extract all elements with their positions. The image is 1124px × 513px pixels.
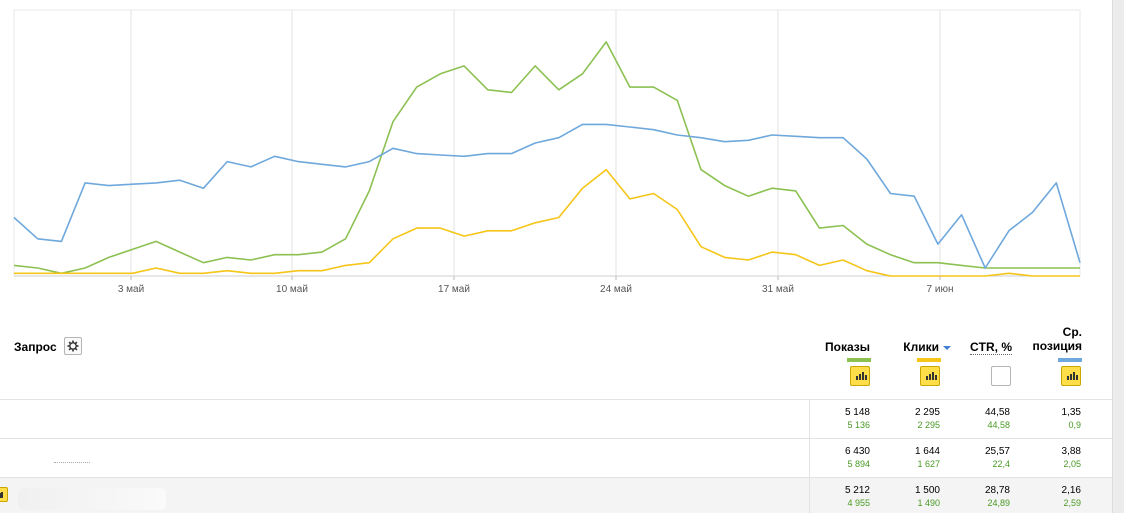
- clicks-series-swatch: [917, 358, 941, 362]
- position-cell: 2,16 2,59: [1061, 485, 1081, 508]
- series-line-0: [13, 41, 1080, 275]
- traffic-line-chart: 3 май 10 май 17 май 24 май 31 май 7 июн: [13, 9, 1081, 295]
- shows-cell: 5 212 4 955: [844, 485, 870, 508]
- ctr-chart-toggle[interactable]: [991, 366, 1011, 386]
- metrics-divider: [809, 399, 810, 513]
- series-line-1: [14, 168, 1080, 277]
- bar-chart-icon: [926, 372, 937, 380]
- position-series-swatch: [1058, 358, 1082, 362]
- query-column-header[interactable]: Запрос: [14, 340, 57, 354]
- table-divider: [0, 477, 1112, 478]
- x-tick-label: 10 май: [276, 284, 308, 295]
- query-placeholder: [54, 462, 90, 463]
- shows-series-swatch: [847, 358, 871, 362]
- clicks-cell: 1 500 1 490: [914, 485, 940, 508]
- query-text-redacted: [18, 488, 166, 510]
- bar-chart-icon: [1067, 372, 1078, 380]
- clicks-column-header[interactable]: Клики: [895, 340, 951, 354]
- chart-grid: [13, 9, 1081, 277]
- table-divider: [0, 399, 1112, 400]
- scrollbar-track[interactable]: [1112, 0, 1124, 513]
- x-tick-label: 7 июн: [927, 284, 954, 295]
- shows-cell: 5 148 5 136: [844, 407, 870, 430]
- table-divider: [0, 438, 1112, 439]
- clicks-cell: 1 644 1 627: [914, 446, 940, 469]
- clicks-cell: 2 295 2 295: [914, 407, 940, 430]
- position-cell: 1,35 0,9: [1061, 407, 1081, 430]
- position-chart-toggle[interactable]: [1061, 366, 1081, 386]
- clicks-chart-toggle[interactable]: [920, 366, 940, 386]
- chart-series: [13, 41, 1081, 277]
- ctr-column-header[interactable]: CTR, %: [970, 340, 1012, 355]
- highlighted-row-bg: [0, 478, 1112, 513]
- sort-desc-icon: [943, 345, 951, 350]
- column-settings-button[interactable]: [64, 337, 82, 355]
- bar-chart-icon: [0, 492, 3, 498]
- position-column-header[interactable]: Ср. позиция: [1032, 325, 1082, 353]
- position-cell: 3,88 2,05: [1061, 446, 1081, 469]
- plot-frame: [13, 9, 1081, 277]
- shows-column-header[interactable]: Показы: [825, 340, 870, 354]
- shows-cell: 6 430 5 894: [844, 446, 870, 469]
- row-chart-toggle[interactable]: [0, 487, 8, 502]
- x-tick-label: 31 май: [762, 284, 794, 295]
- ctr-cell: 44,58 44,58: [984, 407, 1010, 430]
- x-tick-label: 3 май: [118, 284, 144, 295]
- series-line-2: [13, 123, 1081, 269]
- ctr-cell: 25,57 22,4: [984, 446, 1010, 469]
- x-tick-label: 17 май: [438, 284, 470, 295]
- shows-chart-toggle[interactable]: [850, 366, 870, 386]
- bar-chart-icon: [856, 372, 867, 380]
- x-tick-label: 24 май: [600, 284, 632, 295]
- ctr-cell: 28,78 24,89: [984, 485, 1010, 508]
- gear-icon: [67, 340, 79, 352]
- x-axis-ticks: 3 май 10 май 17 май 24 май 31 май 7 июн: [118, 276, 954, 295]
